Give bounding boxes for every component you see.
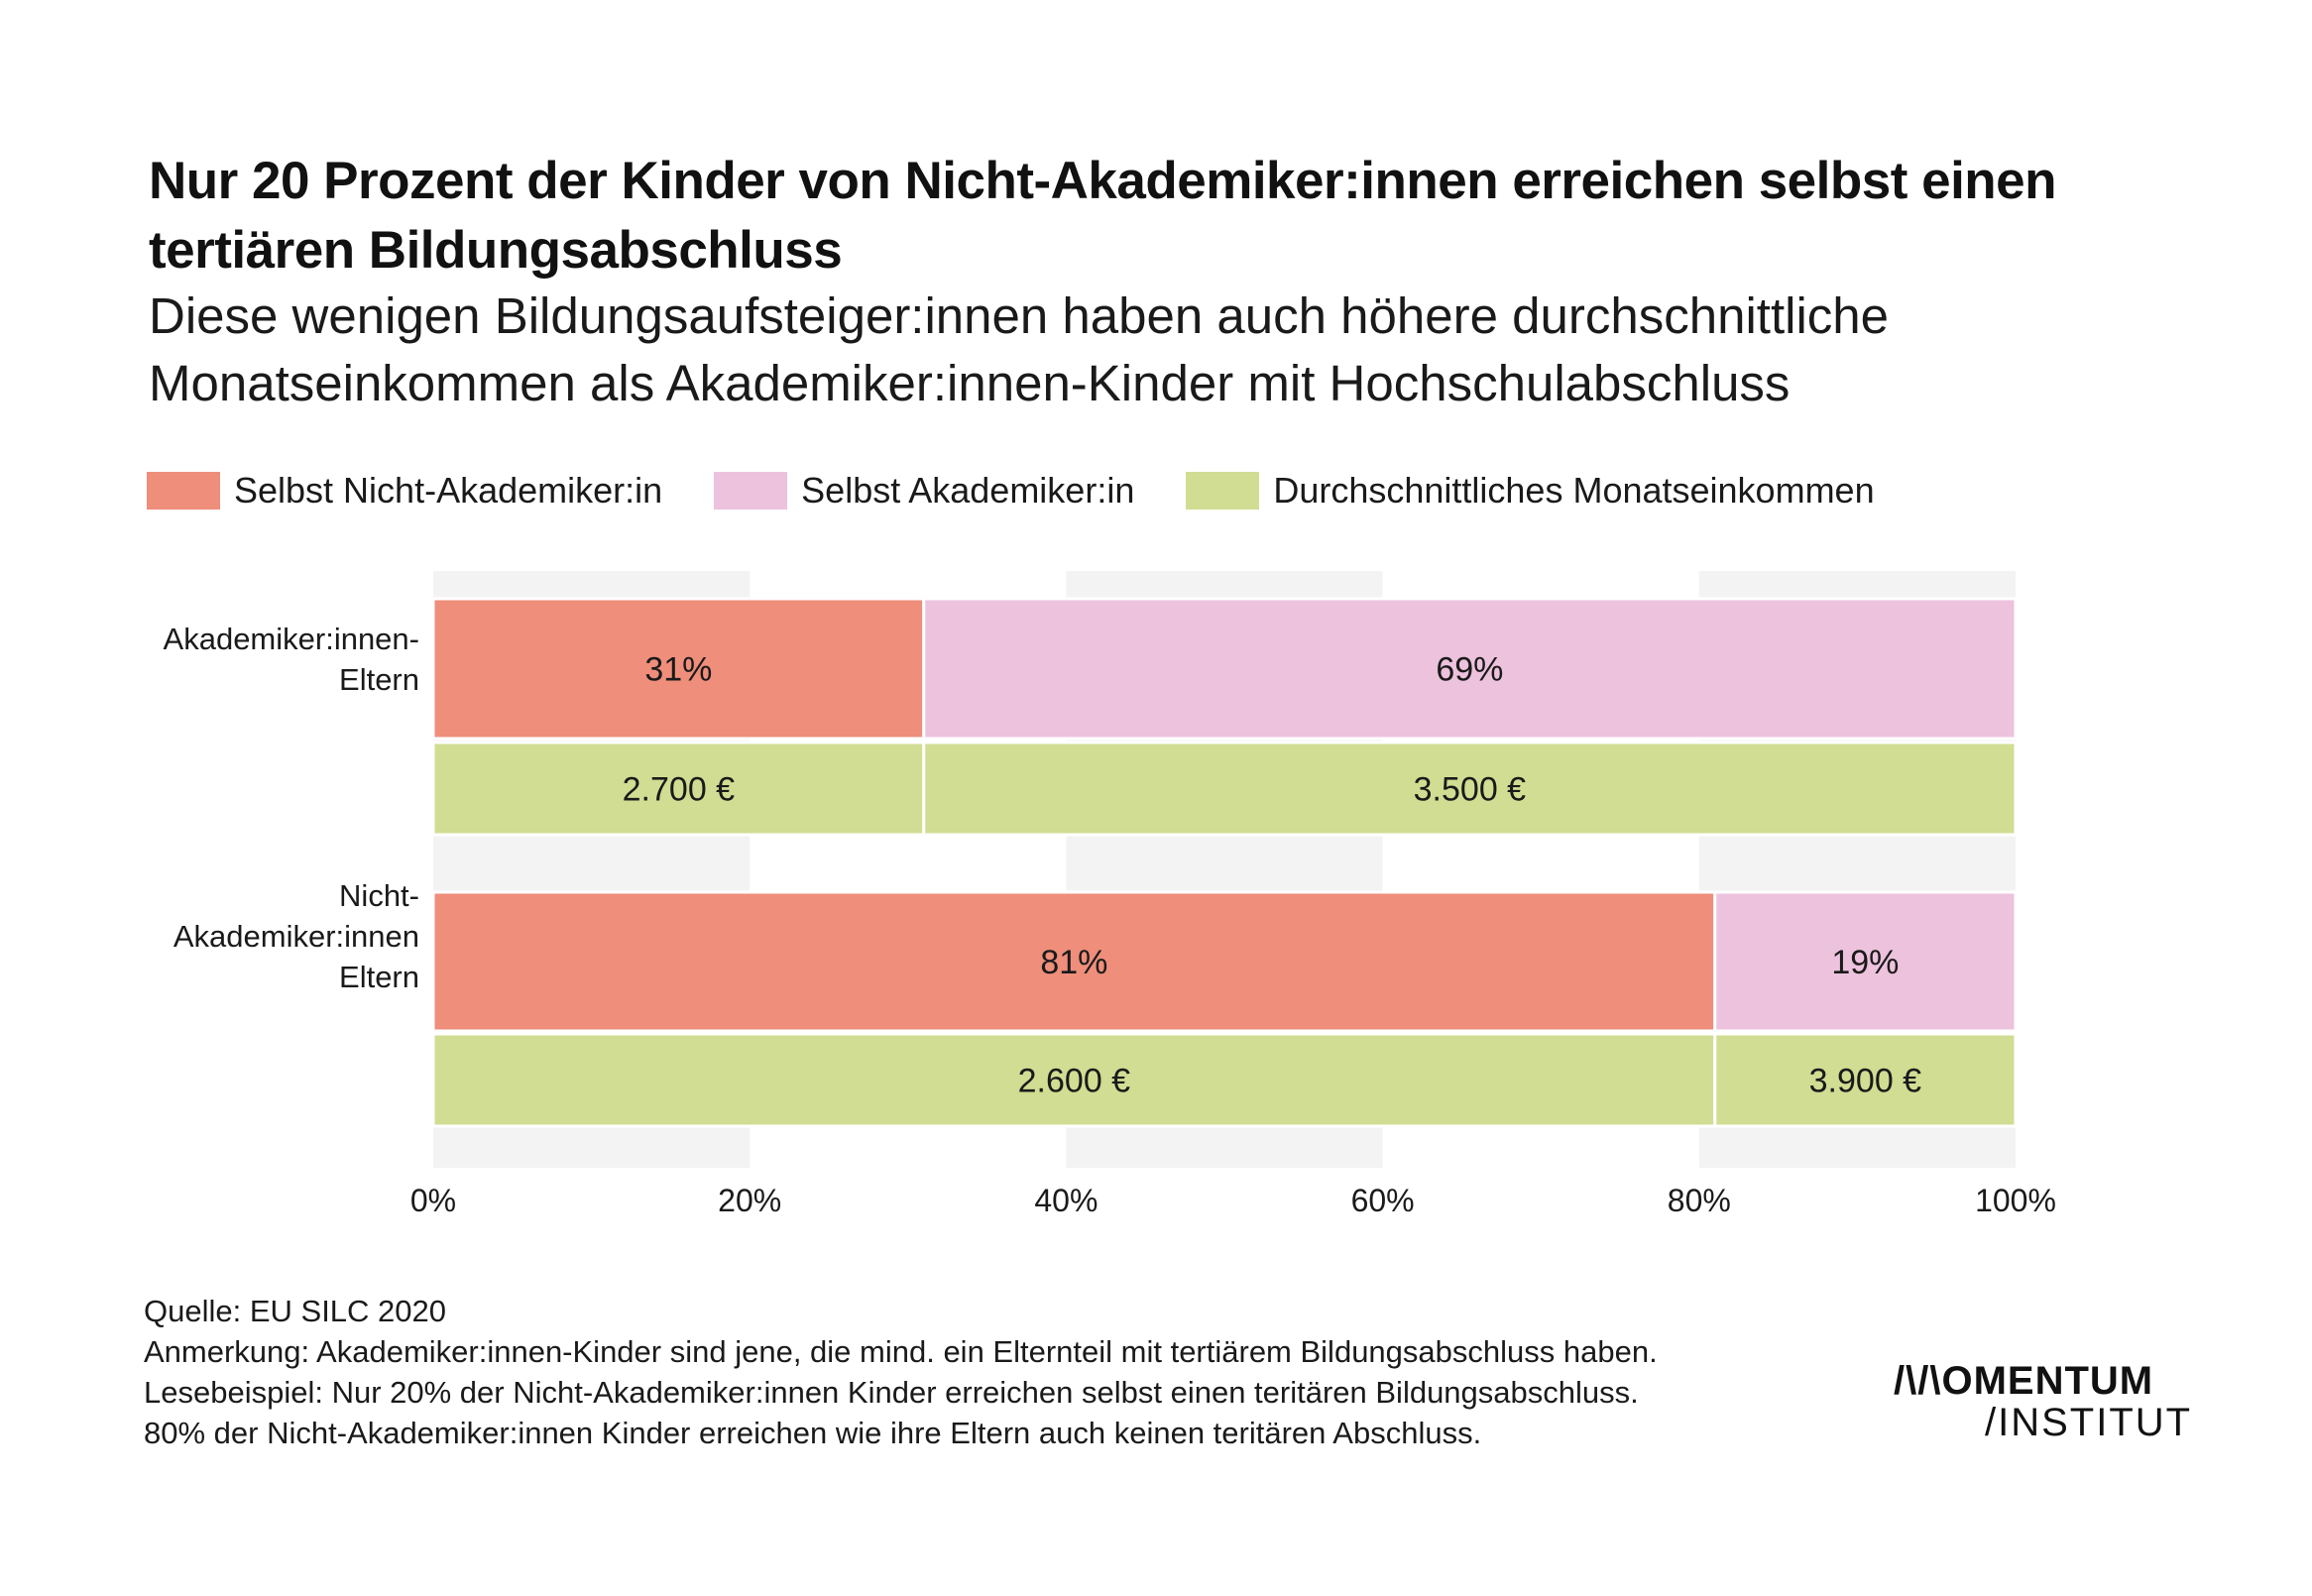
income-label: 2.600 € — [1018, 1063, 1131, 1100]
x-tick-label: 60% — [1351, 1183, 1415, 1218]
logo-line-2: /INSTITUT — [1985, 1401, 2193, 1444]
x-tick-label: 0% — [410, 1183, 456, 1218]
footer-source: Quelle: EU SILC 2020 — [144, 1294, 447, 1328]
legend-item-einkommen: Durchschnittliches Monatseinkommen — [1186, 470, 1875, 512]
income-bar-segment — [431, 741, 926, 837]
group-label: Akademiker:innen- — [164, 622, 419, 656]
legend-label-nicht-akademiker: Selbst Nicht-Akademiker:in — [234, 470, 663, 511]
income-label: 3.500 € — [1414, 771, 1527, 809]
legend-swatch-akademiker — [714, 472, 788, 510]
income-bar-segment — [1713, 1032, 2018, 1128]
chart-title: Nur 20 Prozent der Kinder von Nicht-Akad… — [149, 152, 2057, 280]
share-bar-segment — [431, 597, 926, 741]
share-bar-segment — [1713, 890, 2018, 1033]
group-label: Nicht- — [339, 878, 419, 913]
chart-subtitle: Diese wenigen Bildungsaufsteiger:innen h… — [149, 287, 1890, 411]
group-label: Eltern — [339, 960, 419, 994]
logo-line-1: /\/\OMENTUM — [1894, 1359, 2154, 1403]
legend-label-akademiker: Selbst Akademiker:in — [801, 470, 1135, 511]
momentum-institut-logo: /\/\OMENTUM /INSTITUT — [1894, 1360, 2192, 1443]
share-label: 81% — [1040, 944, 1107, 981]
income-bar-segment — [922, 741, 2018, 837]
footer-example-1: Lesebeispiel: Nur 20% der Nicht-Akademik… — [144, 1375, 1639, 1410]
legend-label-einkommen: Durchschnittliches Monatseinkommen — [1273, 470, 1875, 511]
share-label: 69% — [1436, 651, 1503, 689]
group-label: Akademiker:innen — [173, 919, 419, 954]
x-tick-label: 40% — [1034, 1183, 1098, 1218]
legend-item-akademiker: Selbst Akademiker:in — [714, 470, 1134, 512]
group-label: Eltern — [339, 662, 419, 697]
footer-notes: Quelle: EU SILC 2020 Anmerkung: Akademik… — [144, 1291, 1658, 1453]
x-tick-label: 20% — [718, 1183, 781, 1218]
legend-item-nicht-akademiker: Selbst Nicht-Akademiker:in — [147, 470, 662, 512]
share-bar-segment — [431, 890, 1717, 1033]
x-tick-label: 100% — [1975, 1183, 2056, 1218]
income-label: 2.700 € — [623, 771, 736, 809]
share-label: 19% — [1831, 944, 1899, 981]
legend: Selbst Nicht-Akademiker:in Selbst Akadem… — [147, 470, 1926, 512]
income-label: 3.900 € — [1809, 1063, 1922, 1100]
legend-swatch-einkommen — [1186, 472, 1260, 510]
legend-swatch-nicht-akademiker — [147, 472, 220, 510]
x-tick-label: 80% — [1668, 1183, 1731, 1218]
footer-example-2: 80% der Nicht-Akademiker:innen Kinder er… — [144, 1416, 1482, 1450]
footer-note: Anmerkung: Akademiker:innen-Kinder sind … — [144, 1334, 1658, 1369]
share-label: 31% — [644, 651, 712, 689]
share-bar-segment — [922, 597, 2018, 741]
